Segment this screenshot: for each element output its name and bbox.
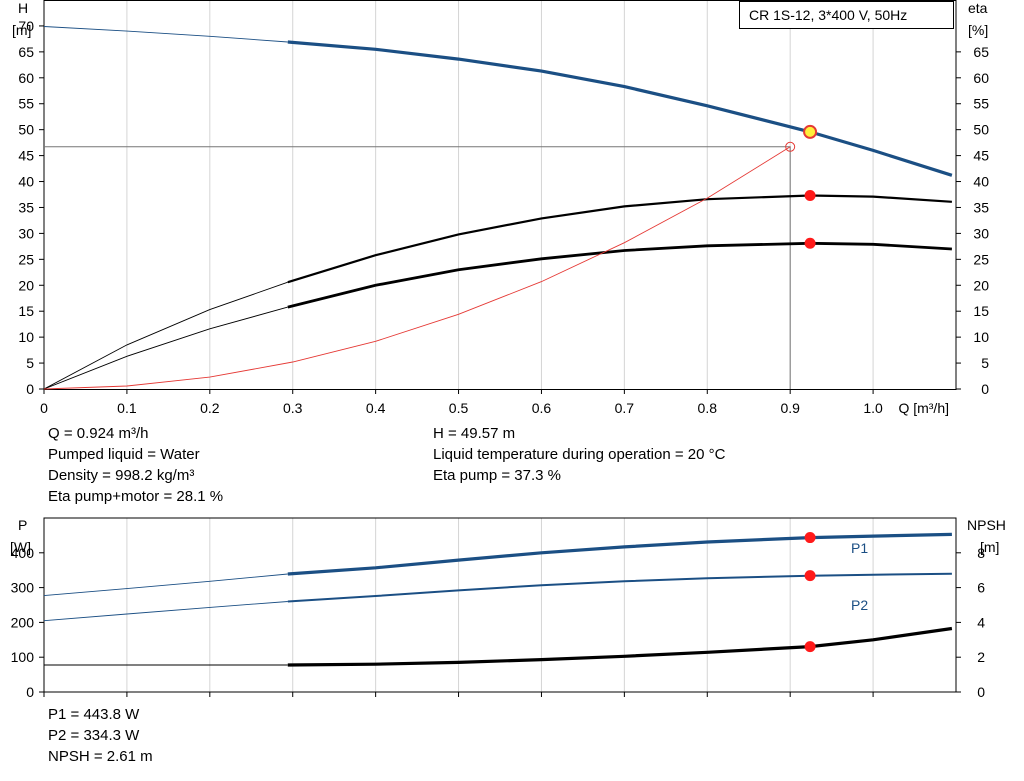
p2-marker xyxy=(804,570,816,582)
system-curve-marker xyxy=(785,141,796,152)
top-y-left-label-2: [m] xyxy=(12,22,31,38)
top-y-right-label-1: eta xyxy=(968,0,988,16)
top-left-tick-label: 45 xyxy=(18,148,34,164)
bottom-y-right-label-2: [m] xyxy=(980,539,999,555)
eta-pump-motor-readout: Eta pump+motor = 28.1 % xyxy=(48,488,224,505)
top-x-tick-label: 0.5 xyxy=(449,400,469,416)
duty-point-marker xyxy=(803,124,818,139)
eta-pump-readout: Eta pump = 37.3 % xyxy=(433,467,561,484)
density-readout: Density = 998.2 kg/m³ xyxy=(48,467,195,484)
top-x-tick-label: 0.3 xyxy=(283,400,303,416)
eta-pump-motor-curve-extension xyxy=(43,306,288,390)
top-x-tick-label: 0.6 xyxy=(532,400,552,416)
flow-readout: Q = 0.924 m³/h xyxy=(48,425,149,442)
top-left-tick-label: 60 xyxy=(18,70,34,86)
top-right-tick-label: 5 xyxy=(981,355,989,371)
info-left: Q = 0.924 m³/h Pumped liquid = Water Den… xyxy=(48,423,223,507)
bottom-left-tick-label: 300 xyxy=(11,580,35,596)
top-x-tick-label: 0 xyxy=(40,400,48,416)
top-x-tick-label: 0.8 xyxy=(698,400,718,416)
npsh-readout: NPSH = 2.61 m xyxy=(48,748,153,765)
bottom-y-right-label-1: NPSH xyxy=(967,517,1006,533)
npsh-curve xyxy=(287,626,953,667)
top-right-tick-label: 60 xyxy=(973,70,989,86)
bottom-right-tick-label: 0 xyxy=(977,684,985,700)
top-x-tick-label: 1.0 xyxy=(863,400,883,416)
title-box xyxy=(739,1,954,29)
top-left-tick-label: 55 xyxy=(18,96,34,112)
operating-guide-lines xyxy=(44,146,791,389)
p2-series-label: P2 xyxy=(851,597,868,613)
top-right-tick-label: 65 xyxy=(973,44,989,60)
top-left-tick-label: 50 xyxy=(18,122,34,138)
top-right-tick-label: 20 xyxy=(973,277,989,293)
top-plot-frame xyxy=(43,0,957,390)
top-right-tick-label: 10 xyxy=(973,329,989,345)
top-right-tick-label: 45 xyxy=(973,148,989,164)
eta-pump-motor-marker xyxy=(804,237,816,249)
bottom-left-tick-label: 0 xyxy=(26,684,34,700)
top-left-tick-label: 65 xyxy=(18,44,34,60)
top-y-right-label-2: [%] xyxy=(968,22,988,38)
bottom-left-tick-label: 100 xyxy=(11,649,35,665)
bottom-right-tick-label: 2 xyxy=(977,649,985,665)
info-right: H = 49.57 m Liquid temperature during op… xyxy=(433,423,725,486)
p2-curve-extension xyxy=(43,601,288,622)
top-right-tick-label: 15 xyxy=(973,303,989,319)
eta-pump-curve xyxy=(287,194,952,284)
p1-marker xyxy=(804,532,816,544)
top-x-axis-label: Q [m³/h] xyxy=(898,400,949,416)
top-left-tick-label: 70 xyxy=(18,18,34,34)
p2-readout: P2 = 334.3 W xyxy=(48,727,140,744)
chart-title: CR 1S-12, 3*400 V, 50Hz xyxy=(749,7,907,23)
p1-curve xyxy=(287,532,952,576)
bottom-plot-frame xyxy=(43,517,957,693)
p1-readout: P1 = 443.8 W xyxy=(48,706,140,723)
top-left-tick-label: 30 xyxy=(18,225,34,241)
top-x-tick-label: 0.1 xyxy=(117,400,137,416)
top-y-left-label-1: H xyxy=(18,0,28,16)
top-right-tick-label: 55 xyxy=(973,96,989,112)
top-right-tick-label: 40 xyxy=(973,174,989,190)
eta-pump-curve-extension xyxy=(43,281,288,390)
liquid-temperature-readout: Liquid temperature during operation = 20… xyxy=(433,446,726,463)
top-left-tick-label: 15 xyxy=(18,303,34,319)
top-x-tick-label: 0.2 xyxy=(200,400,220,416)
top-right-tick-label: 0 xyxy=(981,381,989,397)
bottom-right-tick-label: 8 xyxy=(977,545,985,561)
bottom-right-tick-label: 4 xyxy=(977,614,985,630)
bottom-y-left-label-2: [W] xyxy=(10,539,31,555)
head-curve-extension xyxy=(43,26,288,43)
top-x-tick-label: 0.4 xyxy=(366,400,386,416)
pumped-liquid-readout: Pumped liquid = Water xyxy=(48,446,200,463)
top-left-tick-label: 35 xyxy=(18,199,34,215)
top-x-tick-label: 0.7 xyxy=(615,400,635,416)
bottom-right-tick-label: 6 xyxy=(977,580,985,596)
top-left-tick-label: 40 xyxy=(18,174,34,190)
top-left-tick-label: 25 xyxy=(18,251,34,267)
top-right-tick-label: 50 xyxy=(973,122,989,138)
top-left-tick-label: 0 xyxy=(26,381,34,397)
top-left-tick-label: 20 xyxy=(18,277,34,293)
p1-series-label: P1 xyxy=(851,540,868,556)
top-right-tick-label: 30 xyxy=(973,225,989,241)
head-curve xyxy=(287,40,953,177)
top-x-tick-label: 0.9 xyxy=(780,400,800,416)
bottom-y-left-label-1: P xyxy=(18,517,27,533)
top-right-tick-label: 35 xyxy=(973,199,989,215)
top-right-tick-label: 25 xyxy=(973,251,989,267)
eta-pump-motor-curve xyxy=(287,241,952,309)
bottom-left-tick-label: 200 xyxy=(11,614,35,630)
eta-pump-marker xyxy=(804,190,816,202)
info-bottom: P1 = 443.8 W P2 = 334.3 W NPSH = 2.61 m xyxy=(48,704,153,767)
top-left-tick-label: 10 xyxy=(18,329,34,345)
head-readout: H = 49.57 m xyxy=(433,425,516,442)
p2-curve xyxy=(287,572,952,603)
p1-curve-extension xyxy=(43,573,288,597)
npsh-marker xyxy=(804,641,816,653)
system-curve-curve xyxy=(43,146,791,390)
bottom-left-tick-label: 400 xyxy=(11,545,35,561)
top-left-tick-label: 5 xyxy=(26,355,34,371)
